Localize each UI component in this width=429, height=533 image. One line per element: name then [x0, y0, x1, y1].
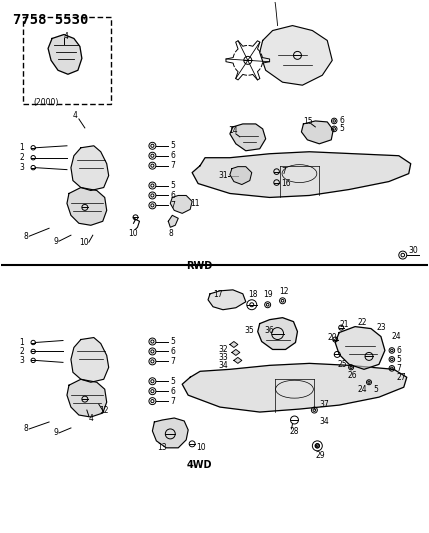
Text: 1: 1	[19, 143, 24, 152]
Text: 34: 34	[218, 361, 228, 370]
Text: 32: 32	[218, 345, 228, 354]
Polygon shape	[48, 35, 82, 74]
Text: 7: 7	[170, 397, 175, 406]
Text: 7: 7	[170, 201, 175, 210]
Text: 34: 34	[319, 417, 329, 426]
Text: 6: 6	[170, 386, 175, 395]
Text: 31: 31	[218, 171, 228, 180]
Text: 20: 20	[327, 333, 337, 342]
Text: 6: 6	[170, 347, 175, 356]
Text: 22: 22	[357, 318, 366, 327]
Text: 7: 7	[170, 357, 175, 366]
Text: 17: 17	[213, 290, 223, 300]
Text: 5: 5	[170, 181, 175, 190]
Text: 29: 29	[315, 451, 325, 461]
Polygon shape	[208, 290, 246, 310]
Text: 2: 2	[19, 153, 24, 162]
Text: 35: 35	[245, 326, 254, 335]
Text: 5: 5	[170, 337, 175, 346]
Polygon shape	[232, 350, 240, 356]
Polygon shape	[230, 167, 252, 184]
Text: 9: 9	[53, 429, 58, 438]
Text: 5: 5	[339, 124, 344, 133]
Text: 8: 8	[168, 229, 173, 238]
Polygon shape	[260, 26, 332, 85]
Text: 26: 26	[347, 371, 357, 380]
Text: 5: 5	[397, 355, 402, 364]
Text: 8: 8	[23, 232, 28, 241]
Text: 3: 3	[19, 163, 24, 172]
Text: 33: 33	[218, 353, 228, 362]
Text: 6: 6	[397, 346, 402, 355]
Text: 9: 9	[53, 237, 58, 246]
Text: 8: 8	[23, 424, 28, 433]
Text: 27: 27	[397, 373, 406, 382]
Text: 7758 5530: 7758 5530	[13, 13, 89, 27]
Polygon shape	[168, 215, 178, 227]
Text: 2: 2	[19, 347, 24, 356]
Text: RWD: RWD	[186, 261, 212, 271]
Text: 10: 10	[79, 238, 88, 247]
Text: 23: 23	[377, 323, 387, 332]
Text: 4WD: 4WD	[186, 460, 211, 470]
Text: 10: 10	[196, 443, 206, 453]
Text: 15: 15	[303, 117, 313, 126]
Polygon shape	[335, 327, 385, 369]
Text: 19: 19	[264, 290, 273, 300]
Text: 6: 6	[339, 116, 344, 125]
Polygon shape	[71, 337, 109, 382]
Text: 7: 7	[170, 161, 175, 170]
Text: 24: 24	[392, 332, 402, 341]
Text: (2000): (2000)	[33, 98, 58, 107]
Text: 4: 4	[73, 111, 78, 120]
Polygon shape	[302, 121, 333, 144]
Polygon shape	[230, 124, 266, 151]
Text: 1: 1	[19, 338, 24, 347]
Text: 18: 18	[248, 290, 257, 300]
Text: 14: 14	[228, 126, 238, 135]
Text: 5: 5	[373, 385, 378, 394]
Polygon shape	[192, 152, 411, 197]
Text: 5: 5	[170, 377, 175, 386]
Text: 6: 6	[170, 191, 175, 200]
Text: 7: 7	[281, 167, 287, 176]
Polygon shape	[152, 418, 188, 448]
Text: 28: 28	[290, 427, 299, 437]
Text: 12: 12	[99, 406, 108, 415]
Polygon shape	[230, 342, 238, 348]
Text: 5: 5	[170, 141, 175, 150]
Text: 10: 10	[129, 229, 138, 238]
Polygon shape	[67, 379, 107, 417]
Text: 3: 3	[19, 356, 24, 365]
Text: 13: 13	[157, 443, 167, 453]
Polygon shape	[234, 358, 242, 364]
Text: 25: 25	[337, 360, 347, 369]
Polygon shape	[71, 146, 109, 190]
Text: 37: 37	[319, 400, 329, 409]
Text: 6: 6	[170, 151, 175, 160]
Polygon shape	[67, 188, 107, 225]
Text: 11: 11	[190, 199, 199, 208]
Polygon shape	[182, 364, 407, 412]
Text: 7: 7	[397, 364, 402, 373]
Text: 16: 16	[281, 179, 291, 188]
Text: 4: 4	[64, 32, 69, 41]
Polygon shape	[258, 318, 297, 350]
Text: 12: 12	[280, 287, 289, 296]
Text: 4: 4	[89, 414, 94, 423]
Text: 24: 24	[357, 385, 367, 394]
Text: 36: 36	[265, 326, 275, 335]
Bar	[23, 17, 111, 104]
Text: 30: 30	[409, 246, 418, 255]
Polygon shape	[170, 196, 192, 213]
Text: 21: 21	[339, 320, 349, 329]
